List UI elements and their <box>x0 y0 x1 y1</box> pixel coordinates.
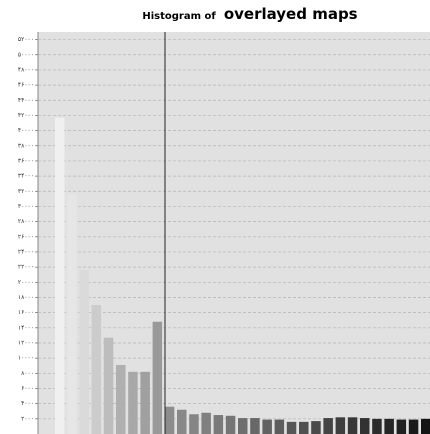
bars <box>55 117 430 434</box>
y-tick-label: ۴۰۰۰۰ <box>18 127 34 134</box>
y-tick-label: ۸۰۰۰ <box>21 370 34 377</box>
y-tick-label: ۴۰۰۰ <box>21 400 34 407</box>
bar <box>201 412 211 434</box>
grid <box>38 39 430 420</box>
y-tick-label: ۵۲۰۰۰ <box>18 36 34 43</box>
y-tick-label: ۴۴۰۰۰ <box>18 97 34 104</box>
y-tick-label: ۳۲۰۰۰ <box>18 188 34 195</box>
plot-area <box>38 32 430 434</box>
bar <box>103 337 114 434</box>
chart-title: Histogram of overlayed maps <box>142 4 357 23</box>
bar <box>262 419 272 434</box>
bar <box>323 418 333 434</box>
y-tick-label: ۳۰۰۰۰ <box>18 203 34 210</box>
bar <box>225 415 236 434</box>
bar <box>91 305 102 434</box>
bar <box>335 417 346 434</box>
bar <box>238 418 248 434</box>
bar <box>164 406 175 434</box>
bar <box>299 421 309 434</box>
y-tick-label: ۱۸۰۰۰ <box>18 294 34 301</box>
y-tick-label: ۲۲۰۰۰ <box>18 264 34 271</box>
y-tick-label: ۵۰۰۰۰ <box>18 51 34 58</box>
y-tick-label: ۳۸۰۰۰ <box>18 142 34 149</box>
y-tick-label: ۳۴۰۰۰ <box>18 173 34 180</box>
y-tick-label: ۴۶۰۰۰ <box>18 82 34 89</box>
y-tick-label: ۳۶۰۰۰ <box>18 157 34 164</box>
y-tick-label: ۱۰۰۰۰ <box>18 355 34 362</box>
bar <box>372 418 382 434</box>
bar <box>311 421 321 434</box>
y-tick-label: ۲۸۰۰۰ <box>18 218 34 225</box>
bar <box>421 418 430 434</box>
bar <box>67 195 77 434</box>
y-tick-label: ۲۰۰۰ <box>21 415 34 422</box>
bar <box>384 418 394 434</box>
bar <box>396 419 407 434</box>
bar <box>55 117 65 434</box>
y-tick-label: ۶۰۰۰ <box>21 385 34 392</box>
bar <box>213 415 224 434</box>
bar <box>140 371 150 434</box>
y-tick-label: ۲۴۰۰۰ <box>18 248 34 255</box>
bar <box>128 371 138 434</box>
title-main: overlayed maps <box>224 5 358 23</box>
bar <box>360 418 370 434</box>
bar <box>286 421 297 434</box>
y-tick-label: ۱۴۰۰۰ <box>18 324 34 331</box>
y-tick-label: ۲۰۰۰۰ <box>18 279 34 286</box>
bar <box>152 321 163 434</box>
y-tick-label: ۴۲۰۰۰ <box>18 112 34 119</box>
y-tick-label: ۱۲۰۰۰ <box>18 339 34 346</box>
bar <box>347 417 358 434</box>
bar <box>250 418 260 434</box>
bar <box>189 414 199 434</box>
bar <box>408 419 419 434</box>
bar <box>116 364 126 434</box>
bar <box>79 270 89 434</box>
title-lead: Histogram of <box>142 11 216 22</box>
y-tick-label: ۲۶۰۰۰ <box>18 233 34 240</box>
bar <box>177 409 187 434</box>
bar <box>274 419 285 434</box>
y-tick-label: ۱۶۰۰۰ <box>18 309 34 316</box>
y-tick-label: ۴۸۰۰۰ <box>18 66 34 73</box>
